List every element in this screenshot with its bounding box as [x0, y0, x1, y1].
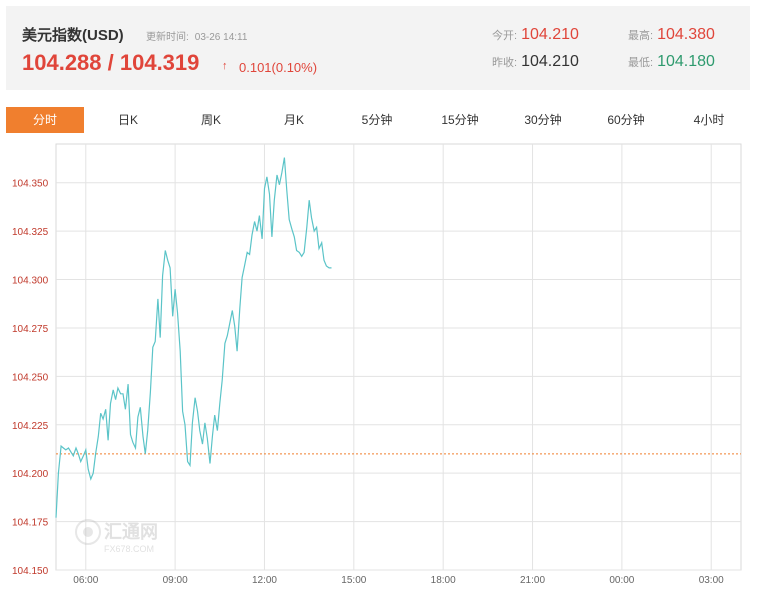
x-tick-label: 00:00	[609, 575, 634, 586]
instrument-name: 美元指数(USD)	[22, 27, 124, 44]
bid-ask-price: 104.288 / 104.319	[22, 50, 200, 75]
stat-prev-label: 昨收:	[492, 57, 518, 69]
watermark-cn: 汇通网	[104, 522, 158, 542]
stat-prev-close: 昨收: 104.210	[492, 53, 579, 71]
tab-daily-k[interactable]: 日K	[117, 113, 138, 127]
price-change: 0.101(0.10%)	[239, 60, 318, 75]
stat-high-value: 104.380	[657, 26, 715, 43]
tab-60min[interactable]: 60分钟	[607, 113, 645, 127]
tab-5min[interactable]: 5分钟	[361, 113, 393, 127]
watermark-logo-icon	[75, 519, 101, 545]
chart-svg: 汇通网 FX678.COM 104.350 104.325 104.300 104.2…	[12, 143, 742, 586]
price-line	[55, 157, 332, 518]
y-tick-label: 104.325	[12, 227, 49, 238]
update-time-label: 更新时间:	[146, 32, 189, 43]
watermark: 汇通网 FX678.COM	[75, 519, 158, 554]
up-arrow-icon: ↑	[222, 60, 228, 72]
stat-low-value: 104.180	[657, 53, 715, 70]
x-tick-label: 09:00	[163, 575, 188, 586]
stat-open-label: 今开:	[492, 30, 518, 42]
stat-open: 今开: 104.210	[492, 26, 579, 44]
stat-open-value: 104.210	[521, 26, 579, 43]
y-tick-label: 104.275	[12, 324, 49, 335]
x-tick-label: 12:00	[252, 575, 277, 586]
tab-15min[interactable]: 15分钟	[441, 113, 479, 127]
chart-grid	[55, 143, 742, 571]
stat-low-label: 最低:	[628, 57, 654, 69]
x-tick-label: 21:00	[520, 575, 545, 586]
x-tick-label: 03:00	[699, 575, 724, 586]
period-tabs: 分时 日K 周K 月K 5分钟 15分钟 30分钟 60分钟 4小时	[6, 107, 750, 133]
tab-weekly-k[interactable]: 周K	[200, 113, 221, 127]
tab-monthly-k[interactable]: 月K	[283, 113, 304, 127]
y-tick-label: 104.250	[12, 372, 49, 383]
x-tick-label: 06:00	[73, 575, 98, 586]
x-tick-label: 18:00	[431, 575, 456, 586]
y-tick-label: 104.150	[12, 566, 49, 577]
y-tick-label: 104.200	[12, 469, 49, 480]
stat-high: 最高: 104.380	[628, 26, 715, 44]
stat-prev-value: 104.210	[521, 53, 579, 70]
plot-frame	[55, 143, 742, 571]
intraday-chart: 汇通网 FX678.COM 104.350 104.325 104.300 104.2…	[0, 140, 758, 600]
update-time-value: 03-26 14:11	[194, 32, 248, 43]
tab-4hour[interactable]: 4小时	[693, 113, 725, 127]
update-time: 更新时间: 03-26 14:11	[146, 28, 247, 43]
tab-intraday[interactable]: 分时	[6, 107, 84, 133]
x-tick-label: 15:00	[341, 575, 366, 586]
watermark-logo-inner-icon	[83, 527, 93, 537]
y-axis-labels: 104.350 104.325 104.300 104.275 104.250 104.2…	[12, 179, 49, 577]
y-tick-label: 104.350	[12, 179, 49, 190]
stat-high-label: 最高:	[628, 30, 654, 42]
x-axis-labels: 06:00 09:00 12:00 15:00 18:00 21:00 00:00 03:00	[73, 575, 724, 586]
stat-low: 最低: 104.180	[628, 53, 715, 71]
y-tick-label: 104.300	[12, 276, 49, 287]
watermark-en: FX678.COM	[104, 544, 154, 554]
y-tick-label: 104.175	[12, 518, 49, 529]
quote-panel: 美元指数(USD) 更新时间: 03-26 14:11 104.288 / 104…	[6, 6, 750, 90]
y-tick-label: 104.225	[12, 421, 49, 432]
tab-30min[interactable]: 30分钟	[524, 113, 562, 127]
